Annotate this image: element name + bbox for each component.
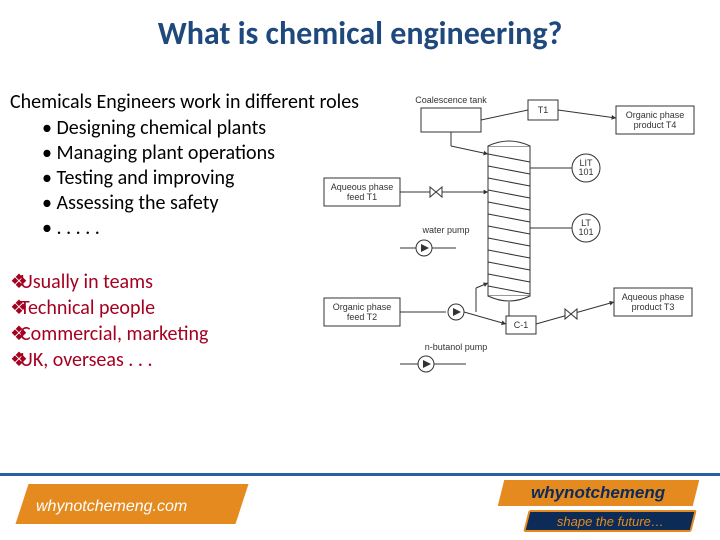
svg-text:Coalescence tank: Coalescence tank [415, 95, 487, 105]
footer: whynotchemeng.com whynotchemeng shape th… [0, 470, 720, 540]
svg-text:101: 101 [578, 227, 593, 237]
svg-text:Organic phase: Organic phase [333, 302, 392, 312]
page-title: What is chemical engineering? [0, 0, 720, 53]
svg-text:Aqueous phase: Aqueous phase [331, 182, 394, 192]
svg-text:n-butanol pump: n-butanol pump [425, 342, 488, 352]
logo-top-text: whynotchemeng [531, 483, 665, 503]
svg-text:feed T1: feed T1 [347, 192, 377, 202]
svg-text:Aqueous phase: Aqueous phase [622, 292, 685, 302]
footer-url: whynotchemeng.com [36, 498, 187, 516]
process-diagram: Coalescence tankT1Organic phaseproduct T… [306, 88, 706, 398]
svg-text:T1: T1 [538, 105, 549, 115]
svg-text:101: 101 [578, 167, 593, 177]
svg-text:C-1: C-1 [514, 320, 529, 330]
diamond-icon: ❖ [10, 269, 20, 295]
svg-text:feed T2: feed T2 [347, 312, 377, 322]
logo: whynotchemeng shape the future… [490, 476, 700, 534]
svg-text:water pump: water pump [421, 225, 469, 235]
logo-bottom-text: shape the future… [557, 514, 664, 529]
svg-text:product T3: product T3 [632, 302, 675, 312]
svg-text:Organic phase: Organic phase [626, 110, 685, 120]
svg-text:product T4: product T4 [634, 120, 677, 130]
logo-bottom: shape the future… [523, 510, 696, 532]
diamond-icon: ❖ [10, 295, 20, 321]
diamond-icon: ❖ [10, 321, 20, 347]
diamond-icon: ❖ [10, 347, 20, 373]
logo-top: whynotchemeng [498, 480, 699, 506]
